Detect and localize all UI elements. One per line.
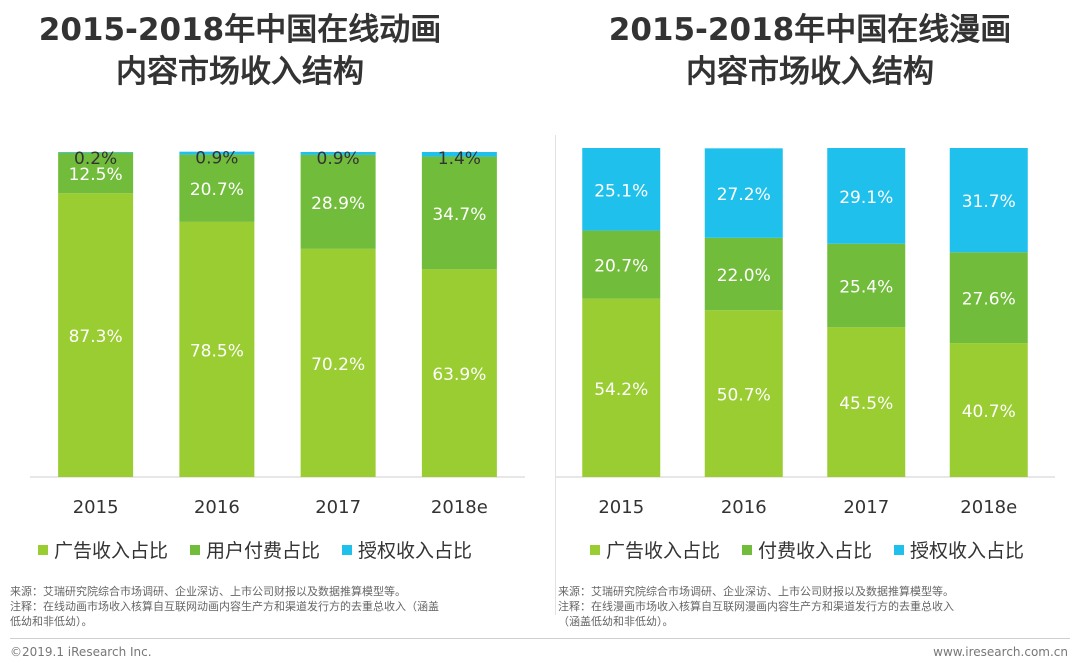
data-label-paid-2016: 20.7% [190, 180, 244, 200]
bar-segment-paid-2017 [827, 243, 906, 328]
note-remark-2: 低幼和非低幼）。 [10, 615, 93, 628]
legend-swatch-license [894, 544, 905, 555]
bar-segment-license-2016 [179, 151, 255, 155]
data-label-paid-2018e: 27.6% [962, 290, 1016, 310]
legend-item-paid: 用户付费占比 [190, 536, 320, 563]
data-label-paid-2015: 20.7% [594, 257, 648, 277]
legend-label-ad: 广告收入占比 [606, 540, 721, 562]
panel-divider [555, 135, 556, 615]
x-tick-label-2015: 2015 [73, 497, 119, 518]
data-label-ad-2015: 87.3% [69, 327, 123, 347]
note-remark-1: 注释：在线漫画市场收入核算自互联网漫画内容生产方和渠道发行方的去重总收入 [558, 600, 954, 613]
bar-segment-license-2018e [421, 152, 497, 157]
data-label-ad-2016: 50.7% [717, 386, 771, 406]
legend-item-license: 授权收入占比 [342, 536, 472, 563]
data-label-license-2016: 0.9% [195, 149, 238, 169]
data-label-ad-2016: 78.5% [190, 341, 244, 361]
website-url: www.iresearch.com.cn [933, 645, 1068, 659]
data-label-ad-2015: 54.2% [594, 380, 648, 400]
chart-notes: 来源：艾瑞研究院综合市场调研、企业深访、上市公司财报以及数据推算模型等。 注释：… [558, 584, 1068, 629]
x-tick-label-2018e: 2018e [960, 497, 1017, 518]
comic-stacked-bar-plot: 54.2% 20.7% 25.1% 2015 50.7% 22.0% 27.2% 2016 45… [555, 148, 1055, 518]
legend-item-paid: 付费收入占比 [742, 536, 872, 563]
x-tick-label-2017: 2017 [315, 497, 361, 518]
bar-segment-paid-2016 [179, 154, 255, 222]
note-source: 来源：艾瑞研究院综合市场调研、企业深访、上市公司财报以及数据推算模型等。 [10, 585, 406, 598]
bar-segment-ad-2016 [179, 221, 255, 477]
legend-swatch-license [342, 544, 353, 555]
chart-title-line1: 2015-2018年中国在线动画 [38, 12, 442, 48]
legend-item-license: 授权收入占比 [894, 536, 1024, 563]
data-label-paid-2018e: 34.7% [432, 205, 486, 225]
note-remark-2: （涵盖低幼和非低幼）。 [558, 615, 674, 628]
chart-notes: 来源：艾瑞研究院综合市场调研、企业深访、上市公司财报以及数据推算模型等。 注释：… [10, 584, 530, 629]
x-tick-label-2018e: 2018e [431, 497, 488, 518]
anime-stacked-bar-plot: 87.3% 12.5%0.2% 2015 78.5% 20.7% 0.9% 2016 70.2… [30, 149, 525, 518]
bar-segment-paid-2018e [949, 252, 1028, 344]
legend-swatch-paid [190, 544, 201, 555]
bar-segment-license-2017 [300, 152, 376, 155]
bar-segment-license-2015 [582, 148, 661, 231]
bar-segment-ad-2015 [58, 193, 134, 477]
data-label-license-2016: 27.2% [717, 185, 771, 205]
note-remark-1: 注释：在线动画市场收入核算自互联网动画内容生产方和渠道发行方的去重总收入（涵盖 [10, 600, 439, 613]
legend-label-license: 授权收入占比 [358, 540, 473, 562]
data-label-ad-2018e: 63.9% [432, 365, 486, 385]
bar-segment-license-2016 [704, 148, 783, 238]
bar-segment-paid-2016 [704, 237, 783, 311]
bar-segment-ad-2016 [704, 310, 783, 477]
data-label-ad-2017: 45.5% [839, 394, 893, 414]
legend-item-ad: 广告收入占比 [590, 536, 720, 563]
comic-revenue-chart-panel: 2015-2018年中国在线漫画 内容市场收入结构 54.2% 20.7% 25.1… [540, 0, 1080, 640]
data-label-license-2015: 0.2% [74, 149, 117, 169]
bar-segment-ad-2015 [582, 298, 661, 477]
legend-label-ad: 广告收入占比 [54, 540, 169, 562]
data-label-paid-2017: 25.4% [839, 278, 893, 298]
footer-divider [10, 638, 1070, 639]
legend-item-ad: 广告收入占比 [38, 536, 168, 563]
data-label-license-2017: 29.1% [839, 188, 893, 208]
data-label-license-2015: 25.1% [594, 181, 648, 201]
chart-legend: 广告收入占比 付费收入占比 授权收入占比 [590, 536, 1024, 563]
x-tick-label-2016: 2016 [194, 497, 240, 518]
legend-label-license: 授权收入占比 [910, 540, 1025, 562]
note-source: 来源：艾瑞研究院综合市场调研、企业深访、上市公司财报以及数据推算模型等。 [558, 585, 954, 598]
bar-segment-paid-2015 [58, 152, 134, 194]
x-tick-label-2015: 2015 [598, 497, 644, 518]
legend-label-paid: 付费收入占比 [758, 540, 873, 562]
bar-segment-ad-2017 [300, 248, 376, 477]
data-label-license-2018e: 1.4% [438, 149, 481, 169]
bar-segment-ad-2018e [421, 269, 497, 477]
data-label-paid-2015: 12.5% [69, 165, 123, 185]
chart-title-line1: 2015-2018年中国在线漫画 [608, 12, 1012, 48]
chart-title-line2: 内容市场收入结构 [686, 54, 934, 90]
data-label-ad-2017: 70.2% [311, 355, 365, 375]
anime-revenue-chart-panel: 2015-2018年中国在线动画 内容市场收入结构 87.3% 12.5% 0.2%… [0, 0, 540, 640]
bar-segment-license-2015 [58, 152, 134, 153]
bar-segment-license-2018e [949, 148, 1028, 253]
chart-legend: 广告收入占比 用户付费占比 授权收入占比 [38, 536, 472, 563]
data-label-license-2018e: 31.7% [962, 192, 1016, 212]
data-label-paid-2016: 22.0% [717, 266, 771, 286]
data-label-ad-2018e: 40.7% [962, 402, 1016, 422]
bar-segment-ad-2017 [827, 327, 906, 477]
bar-segment-paid-2015 [582, 230, 661, 299]
bar-segment-ad-2018e [949, 343, 1028, 477]
data-label-license-2017: 0.9% [317, 149, 360, 169]
data-label-paid-2017: 28.9% [311, 194, 365, 214]
copyright-text: ©2019.1 iResearch Inc. [10, 645, 152, 659]
legend-swatch-ad [590, 544, 600, 555]
x-tick-label-2016: 2016 [721, 497, 767, 518]
legend-label-paid: 用户付费占比 [206, 540, 321, 562]
bar-segment-paid-2018e [421, 156, 497, 270]
legend-swatch-paid [742, 544, 753, 555]
chart-title-line2: 内容市场收入结构 [116, 54, 364, 90]
bar-segment-license-2017 [827, 148, 906, 244]
legend-swatch-ad [38, 544, 48, 555]
bar-segment-paid-2017 [300, 154, 376, 249]
x-tick-label-2017: 2017 [843, 497, 889, 518]
